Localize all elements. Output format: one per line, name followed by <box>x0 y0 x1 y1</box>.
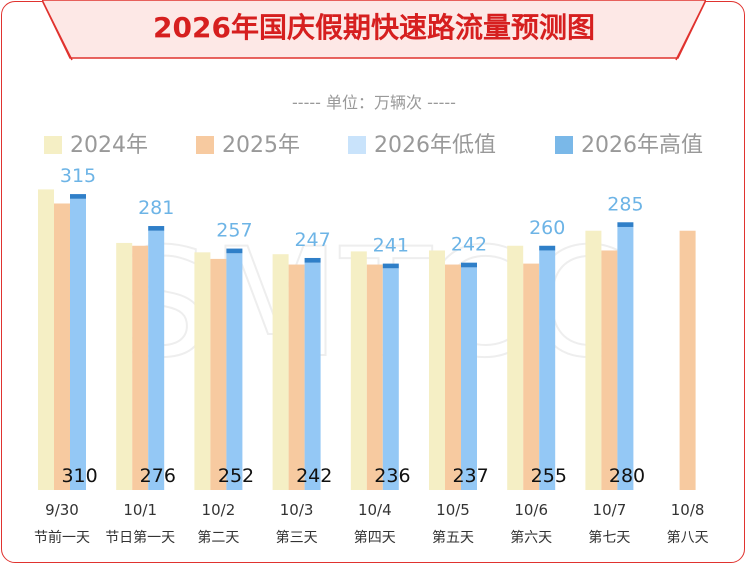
x-tick-label: 10/4 <box>358 501 392 519</box>
x-sub-label: 节前一天 <box>34 529 90 546</box>
x-sub-label: 第四天 <box>354 529 396 546</box>
data-label-high: 281 <box>138 197 174 219</box>
legend-label: 2026年高值 <box>581 133 703 158</box>
x-tick-label: 10/7 <box>593 501 627 519</box>
data-label-high: 285 <box>607 193 643 215</box>
bar-2024 <box>429 250 445 490</box>
data-label-high: 315 <box>60 165 96 187</box>
bar-2025 <box>366 264 383 490</box>
bar-2026-low <box>382 268 399 490</box>
bar-2026-low <box>148 230 165 490</box>
x-sub-label: 第八天 <box>667 529 709 546</box>
bar-2024 <box>585 230 602 490</box>
chart-title: 2026年国庆假期快速路流量预测图 <box>153 11 595 44</box>
data-label-high: 257 <box>216 220 252 242</box>
bar-2025 <box>601 250 618 490</box>
x-sub-label: 第七天 <box>588 529 630 546</box>
data-label-low: 237 <box>452 465 488 487</box>
bar-2026-low <box>539 250 556 490</box>
bar-2024 <box>350 251 367 490</box>
x-tick-label: 10/2 <box>202 501 236 519</box>
legend-label: 2024年 <box>70 133 148 158</box>
data-label-low: 255 <box>531 465 567 487</box>
data-label-high: 247 <box>294 229 330 251</box>
bar-2024 <box>272 254 289 490</box>
bar-2025 <box>288 264 305 490</box>
x-sub-label: 第五天 <box>432 529 474 546</box>
legend-swatch <box>348 136 366 154</box>
bar-2024 <box>38 189 54 491</box>
bar-2026-high <box>304 257 321 263</box>
bar-2025 <box>523 263 540 490</box>
x-tick-label: 10/5 <box>436 501 470 519</box>
x-tick-label: 10/6 <box>514 501 548 519</box>
x-tick-label: 10/8 <box>671 501 705 519</box>
bar-2026-low <box>617 226 634 490</box>
data-label-high: 241 <box>373 235 409 257</box>
bar-2026-high <box>461 262 477 268</box>
bar-2026-high <box>539 245 556 251</box>
x-sub-label: 第二天 <box>197 529 239 546</box>
data-label-low: 252 <box>218 465 254 487</box>
bar-2026-high <box>382 263 399 269</box>
bar-2026-high <box>226 248 243 254</box>
bar-2026-high <box>148 226 165 231</box>
x-sub-label: 第三天 <box>276 529 318 546</box>
bar-2024 <box>116 242 133 490</box>
x-tick-label: 10/3 <box>280 501 314 519</box>
bar-2026-low <box>461 267 477 490</box>
data-label-low: 276 <box>140 465 176 487</box>
unit-label: ----- 单位：万辆次 ----- <box>292 93 456 112</box>
bar-2025 <box>679 230 696 490</box>
bar-2026-low <box>70 198 86 490</box>
bar-2026-low <box>226 253 243 490</box>
bar-2026-low <box>304 262 321 490</box>
bar-2024 <box>194 252 211 490</box>
data-label-high: 242 <box>451 234 487 256</box>
legend-swatch <box>555 136 573 154</box>
bar-2026-high <box>617 222 634 227</box>
data-label-high: 260 <box>529 217 565 239</box>
bar-2024 <box>507 245 524 490</box>
data-label-low: 280 <box>609 465 645 487</box>
legend-label: 2026年低值 <box>374 133 496 158</box>
bar-2025 <box>54 203 70 490</box>
data-label-low: 310 <box>61 465 97 487</box>
legend-swatch <box>196 136 214 154</box>
data-label-low: 236 <box>374 465 410 487</box>
bar-2025 <box>210 258 227 490</box>
bar-2025 <box>445 264 461 490</box>
bar-2025 <box>132 245 149 490</box>
bar-2026-high <box>70 194 86 199</box>
x-sub-label: 第六天 <box>510 529 552 546</box>
title-banner-shape <box>42 0 706 61</box>
x-tick-label: 10/1 <box>123 501 157 519</box>
title-banner: 2026年国庆假期快速路流量预测图 <box>42 0 706 62</box>
x-sub-label: 节日第一天 <box>105 529 175 546</box>
legend-label: 2025年 <box>222 133 300 158</box>
legend-swatch <box>44 136 62 154</box>
data-label-low: 242 <box>296 465 332 487</box>
x-tick-label: 9/30 <box>45 501 79 519</box>
